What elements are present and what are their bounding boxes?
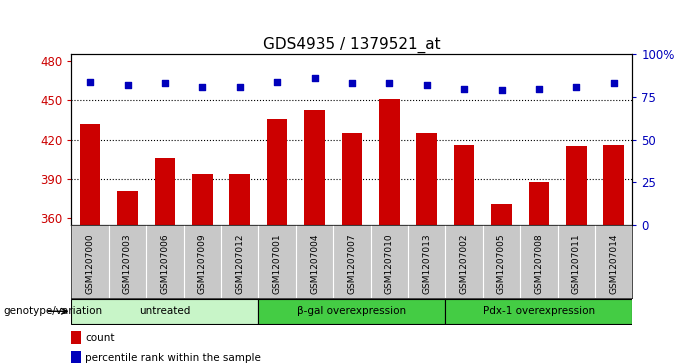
FancyBboxPatch shape xyxy=(445,299,632,323)
Text: untreated: untreated xyxy=(139,306,190,316)
Bar xyxy=(71,331,82,344)
Text: GSM1207011: GSM1207011 xyxy=(572,234,581,294)
Text: GSM1207013: GSM1207013 xyxy=(422,234,431,294)
Text: genotype/variation: genotype/variation xyxy=(3,306,103,316)
Title: GDS4935 / 1379521_at: GDS4935 / 1379521_at xyxy=(263,37,441,53)
Bar xyxy=(528,182,549,225)
Bar xyxy=(603,145,624,225)
Text: GSM1207009: GSM1207009 xyxy=(198,234,207,294)
Text: GSM1207003: GSM1207003 xyxy=(123,234,132,294)
Text: percentile rank within the sample: percentile rank within the sample xyxy=(86,352,261,363)
Text: GSM1207014: GSM1207014 xyxy=(609,234,618,294)
Point xyxy=(159,81,170,86)
Point xyxy=(496,87,507,93)
Text: GSM1207002: GSM1207002 xyxy=(460,234,469,294)
Bar xyxy=(267,119,288,225)
Text: Pdx-1 overexpression: Pdx-1 overexpression xyxy=(483,306,595,316)
Point xyxy=(197,84,208,90)
Bar xyxy=(80,124,101,225)
Text: GSM1207008: GSM1207008 xyxy=(534,234,543,294)
Bar xyxy=(379,99,400,225)
Point xyxy=(84,79,95,85)
Point xyxy=(346,81,358,86)
Point xyxy=(421,82,432,88)
Bar xyxy=(192,174,213,225)
FancyBboxPatch shape xyxy=(258,299,445,323)
Text: GSM1207005: GSM1207005 xyxy=(497,234,506,294)
Bar xyxy=(117,191,138,225)
Bar xyxy=(491,204,512,225)
Point xyxy=(272,79,283,85)
Text: count: count xyxy=(86,333,115,343)
Bar xyxy=(341,133,362,225)
Bar xyxy=(71,351,82,363)
Point xyxy=(458,86,469,91)
Text: GSM1207001: GSM1207001 xyxy=(273,234,282,294)
Bar xyxy=(416,133,437,225)
Text: GSM1207004: GSM1207004 xyxy=(310,234,319,294)
Text: GSM1207010: GSM1207010 xyxy=(385,234,394,294)
Bar xyxy=(566,146,587,225)
Text: GSM1207000: GSM1207000 xyxy=(86,234,95,294)
Point xyxy=(609,81,619,86)
Point xyxy=(533,86,544,91)
Text: GSM1207012: GSM1207012 xyxy=(235,234,244,294)
Point xyxy=(571,84,581,90)
Bar xyxy=(229,174,250,225)
Point xyxy=(309,76,320,81)
Text: β-gal overexpression: β-gal overexpression xyxy=(297,306,407,316)
Point xyxy=(234,84,245,90)
Bar xyxy=(304,110,325,225)
FancyBboxPatch shape xyxy=(71,299,258,323)
Text: GSM1207006: GSM1207006 xyxy=(160,234,169,294)
Bar xyxy=(154,158,175,225)
Text: GSM1207007: GSM1207007 xyxy=(347,234,356,294)
Point xyxy=(384,81,394,86)
Bar xyxy=(454,145,475,225)
Point xyxy=(122,82,133,88)
